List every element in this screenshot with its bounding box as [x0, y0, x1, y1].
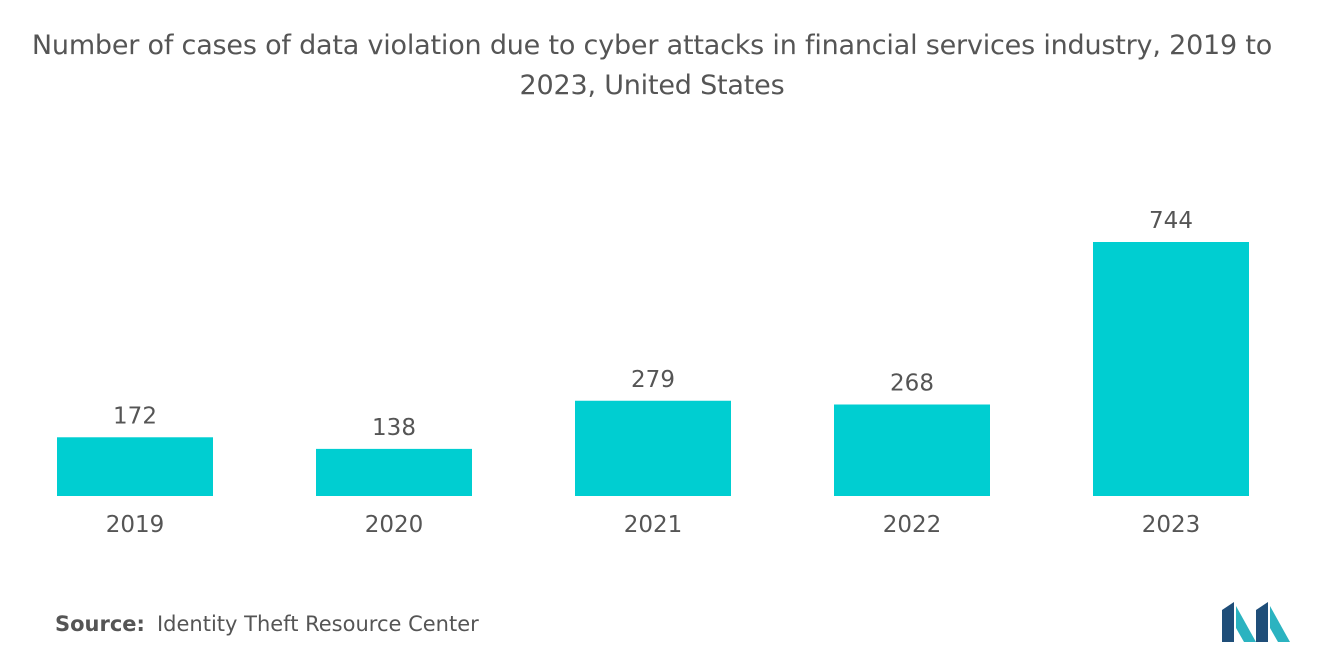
bar-chart: 172 2019 138 2020 279 2021 268 2022 744 2023 — [57, 208, 1249, 538]
value-label-2021: 279 — [631, 367, 675, 393]
x-tick-label-2019: 2019 — [106, 512, 165, 538]
x-tick-label-2022: 2022 — [883, 512, 942, 538]
bars-layer: 172 2019 138 2020 279 2021 268 2022 744 2023 — [57, 208, 1249, 538]
value-label-2019: 172 — [113, 403, 157, 429]
bar-2023 — [1093, 242, 1249, 496]
bar-2021 — [575, 400, 731, 496]
x-tick-label-2020: 2020 — [365, 512, 424, 538]
value-label-2022: 268 — [890, 371, 934, 397]
source-text: Identity Theft Resource Center — [156, 612, 479, 636]
x-tick-label-2021: 2021 — [624, 512, 683, 538]
bar-2020 — [316, 448, 472, 496]
chart-title: Number of cases of data violation due to… — [31, 30, 1273, 101]
bar-2019 — [57, 437, 213, 496]
source-note: Source: Identity Theft Resource Center — [55, 612, 479, 636]
value-label-2023: 744 — [1149, 208, 1193, 234]
bar-2022 — [834, 404, 990, 496]
brand-logo-icon — [1222, 602, 1290, 642]
value-label-2020: 138 — [372, 415, 416, 441]
source-label: Source: — [55, 612, 145, 636]
x-tick-label-2023: 2023 — [1142, 512, 1201, 538]
